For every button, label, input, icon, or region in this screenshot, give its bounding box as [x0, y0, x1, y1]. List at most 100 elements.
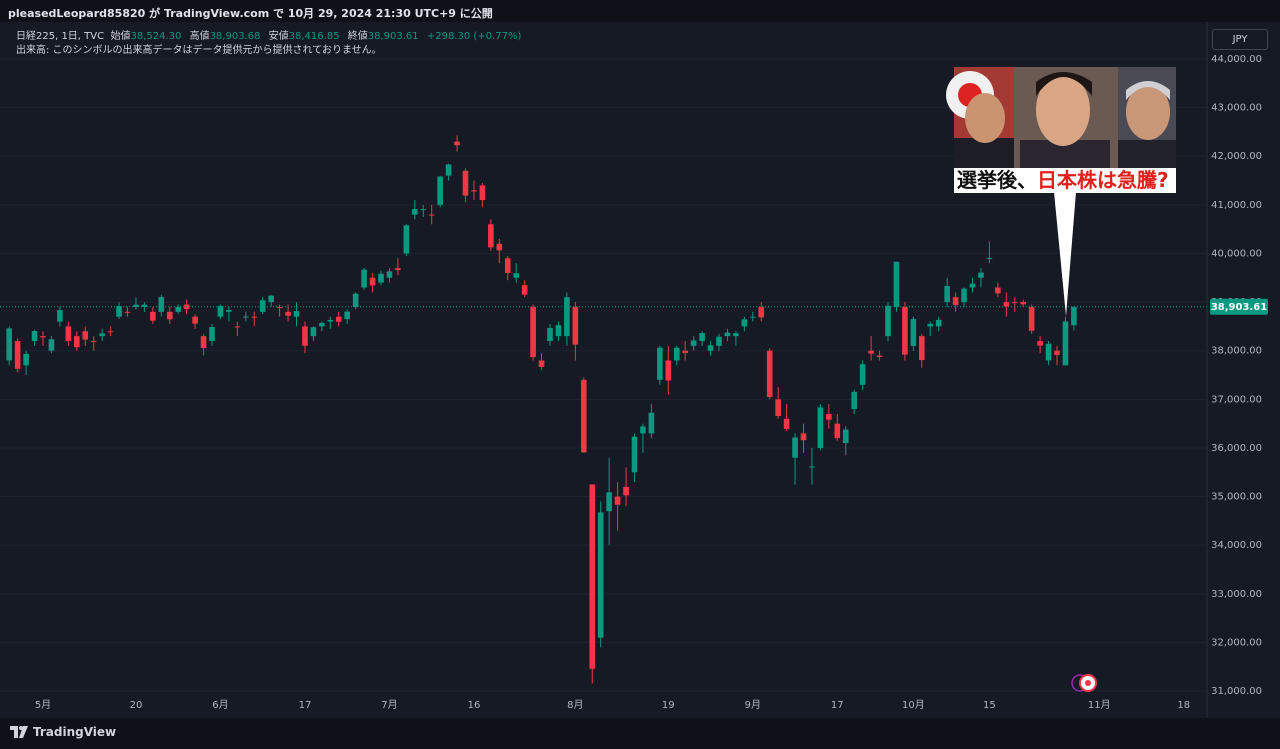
candle-body [344, 311, 350, 320]
candle-body [521, 285, 528, 295]
candle-body [1003, 302, 1010, 307]
candle-body [750, 316, 756, 318]
candle-body [158, 297, 165, 312]
header-bar [0, 0, 1280, 22]
y-tick-label: 32,000.00 [1211, 637, 1262, 648]
candle-body [504, 258, 511, 273]
y-tick-label: 38,000.00 [1211, 346, 1262, 357]
candle-body [665, 360, 672, 381]
x-tick-label: 7月 [381, 699, 397, 711]
last-price-label: 38,903.61 [1211, 302, 1267, 313]
callout-pointer [1054, 192, 1076, 316]
candle-body [640, 426, 646, 434]
candle-body [893, 261, 900, 307]
legend-label: 安値 [268, 31, 289, 42]
candle-body [124, 311, 131, 313]
candle-body [648, 412, 655, 434]
publish-header: pleasedLeopard85820 が TradingView.com で … [8, 7, 493, 20]
y-tick-label: 31,000.00 [1211, 686, 1262, 697]
candle-body [82, 331, 89, 340]
photo-face-left [965, 93, 1005, 143]
photo-face-center [1036, 74, 1090, 146]
photo-suit-left [954, 138, 1014, 169]
photo-hair-center [1036, 72, 1092, 96]
candle-body [716, 336, 722, 346]
candle-body [99, 333, 105, 337]
candle-body [1045, 343, 1052, 361]
candle-body [564, 297, 570, 337]
candle-body [986, 257, 993, 259]
events-icon[interactable] [1071, 674, 1097, 692]
candle-body [285, 311, 291, 316]
candle-body [1071, 306, 1077, 326]
candle-body [538, 360, 545, 367]
candle-body [707, 345, 714, 351]
y-tick-label: 35,000.00 [1211, 492, 1262, 503]
candle-body [166, 311, 173, 320]
candle-body [885, 305, 891, 337]
volume-note: 出来高: このシンボルの出来高データはデータ提供元から提供されておりません。 [16, 45, 382, 56]
y-tick-label: 34,000.00 [1211, 540, 1262, 551]
candle-body [572, 306, 579, 345]
candle-body [969, 283, 976, 288]
x-tick-label: 9月 [745, 699, 761, 711]
x-tick-label: 18 [1177, 700, 1190, 711]
brand-logo [10, 726, 28, 738]
logo-part [10, 726, 18, 738]
x-tick-label: 16 [468, 700, 481, 711]
candle-body [1037, 340, 1043, 346]
candle-body [116, 305, 122, 317]
candle-body [462, 170, 469, 196]
thumbnail[interactable]: 選挙後、日本株は急騰? [946, 67, 1176, 316]
candle-body [395, 268, 401, 271]
candle-body [293, 311, 300, 317]
candle-body [361, 269, 367, 288]
candle-body [859, 364, 866, 385]
candle-body [150, 311, 156, 321]
currency-button[interactable]: JPY [1212, 29, 1268, 50]
candle-body [243, 316, 249, 318]
candle-body [6, 328, 12, 361]
candle-body [952, 297, 959, 306]
x-tick-label: 10月 [902, 699, 925, 711]
candle-body [876, 355, 883, 358]
x-tick-label: 6月 [212, 699, 228, 711]
candle-body [935, 319, 942, 327]
legend-value: 38,903.68 [209, 31, 261, 42]
candle-body [57, 310, 63, 322]
photo-suit-right [1118, 140, 1176, 169]
y-tick-label: 36,000.00 [1211, 443, 1262, 454]
candle-body [530, 306, 536, 358]
candle-body [927, 323, 934, 327]
candle-body [995, 287, 1001, 294]
candle-body [175, 306, 181, 312]
candle-body [454, 141, 460, 146]
candle-body [327, 319, 334, 322]
candle-body [310, 327, 317, 337]
y-tick-label: 37,000.00 [1211, 394, 1262, 405]
candle-body [479, 185, 486, 201]
event-dot [1085, 680, 1091, 686]
candle-body [690, 340, 697, 346]
candle-body [276, 306, 283, 309]
candle-body [657, 347, 663, 380]
candle-body [547, 327, 553, 341]
candle-body [809, 466, 815, 468]
candle-body [673, 347, 680, 361]
candle-body [437, 176, 443, 205]
candle-body [445, 164, 452, 176]
candle-body [141, 304, 148, 307]
caption-red-text: 日本株は急騰? [1037, 168, 1169, 192]
footer-brand[interactable]: TradingView [10, 725, 116, 739]
candle-body [386, 271, 393, 278]
candle-body [1062, 321, 1069, 366]
candle-body [910, 319, 917, 346]
candle-body [251, 316, 258, 318]
candle-body [733, 333, 739, 337]
legend-label: 高値 [189, 31, 210, 42]
overlay-layer: 31,000.00 32,000.00 33,000.00 34,000.00 35,0… [0, 54, 1268, 711]
candle-body [589, 484, 596, 669]
candle-body [614, 496, 621, 505]
x-tick-label: 20 [130, 700, 143, 711]
